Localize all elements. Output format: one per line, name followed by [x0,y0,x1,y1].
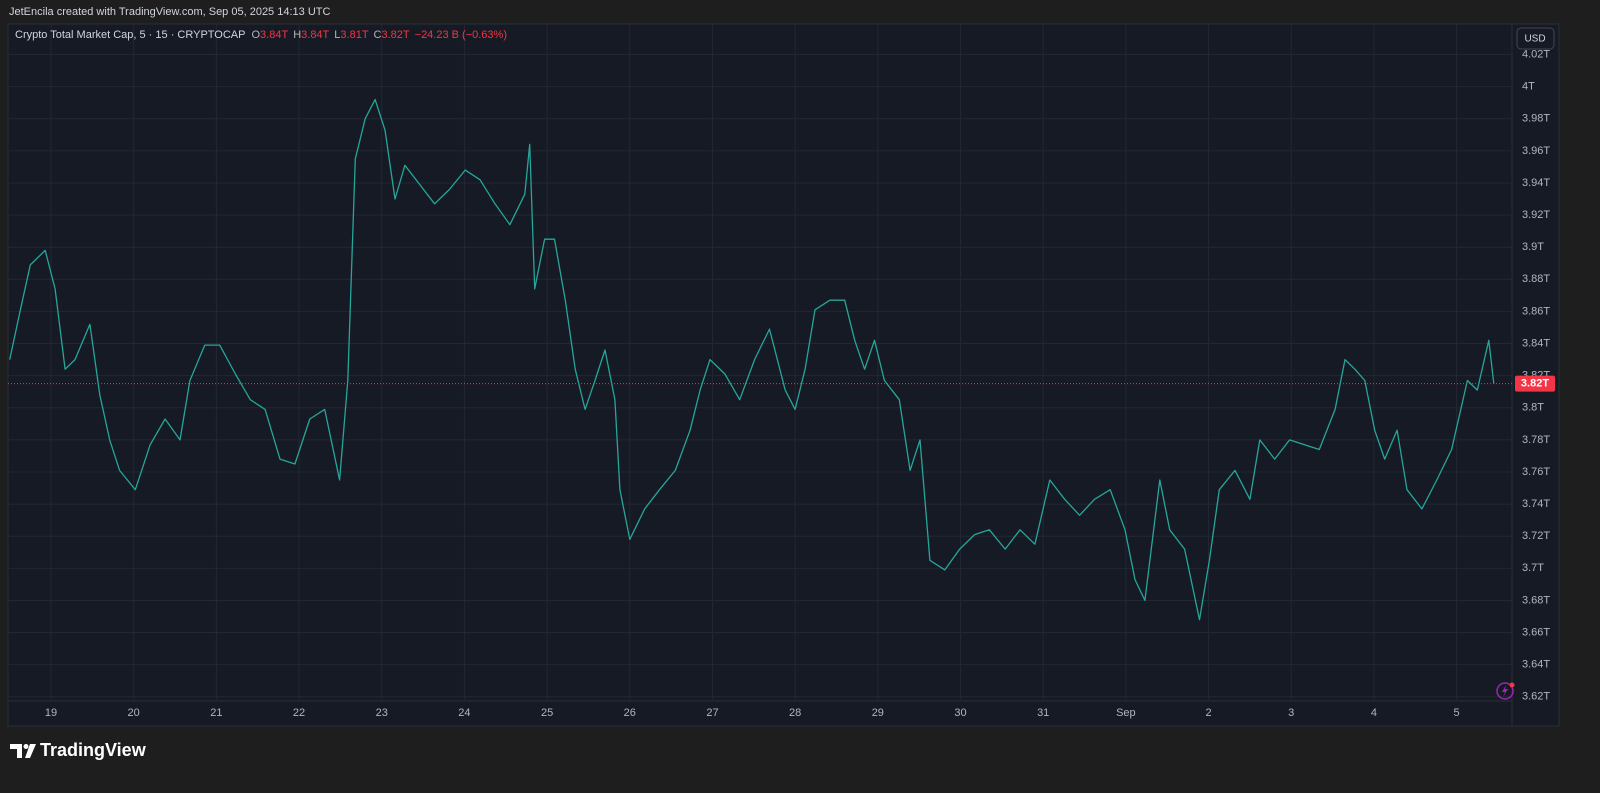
x-tick-label: 4 [1371,707,1377,719]
x-tick-label: Sep [1116,707,1136,719]
y-tick-label: 3.74T [1522,498,1550,510]
y-tick-label: 3.72T [1522,530,1550,542]
y-tick-label: 3.92T [1522,209,1550,221]
y-tick-label: 3.94T [1522,177,1550,189]
last-price-box [1515,375,1555,392]
y-tick-label: 3.9T [1522,241,1544,253]
x-tick-label: 19 [45,707,57,719]
legend-close-label: C [374,29,382,41]
y-tick-label: 3.84T [1522,337,1550,349]
x-tick-label: 29 [872,707,884,719]
legend-close: 3.82T [382,29,410,41]
legend-low: 3.81T [340,29,368,41]
y-tick-label: 3.88T [1522,273,1550,285]
x-tick-label: 31 [1037,707,1049,719]
x-tick-label: 20 [128,707,140,719]
y-tick-label: 4T [1522,81,1535,93]
x-tick-label: 3 [1288,707,1294,719]
currency-label[interactable]: USD [1524,34,1545,45]
currency-button[interactable] [1516,27,1555,50]
x-tick-label: 23 [376,707,388,719]
x-tick-label: 26 [624,707,636,719]
brand-logo [10,744,36,758]
y-tick-label: 3.86T [1522,305,1550,317]
credit: JetEncila created with TradingView.com, … [9,6,330,18]
y-tick-label: 4.02T [1522,48,1550,60]
x-tick-label: 27 [706,707,718,719]
x-tick-label: 22 [293,707,305,719]
alert-bolt [1502,685,1508,697]
legend-high: 3.84T [301,29,329,41]
x-tick-label: 21 [210,707,222,719]
y-tick-label: 3.7T [1522,562,1544,574]
y-tick-label: 3.78T [1522,434,1550,446]
grid [8,24,1512,700]
y-tick-label: 3.66T [1522,626,1550,638]
legend-symbol: Crypto Total Market Cap, 5 · 15 · CRYPTO… [15,29,245,41]
legend-open: 3.84T [260,29,288,41]
y-tick-label: 3.98T [1522,113,1550,125]
alert-dot [1509,682,1515,688]
y-tick-label: 3.8T [1522,402,1544,414]
x-tick-label: 28 [789,707,801,719]
x-tick-label: 5 [1454,707,1460,719]
chart-panel [7,23,1560,727]
last-price-label: 3.82T [1521,378,1549,390]
y-tick-label: 3.76T [1522,466,1550,478]
y-tick-label: 3.64T [1522,659,1550,671]
y-tick-label: 3.68T [1522,594,1550,606]
x-tick-label: 30 [954,707,966,719]
legend-change: −24.23 B (−0.63%) [415,29,507,41]
legend-high-label: H [293,29,301,41]
legend-low-label: L [334,29,340,41]
price-line [9,98,1495,621]
plot [8,98,1512,621]
x-tick-label: 25 [541,707,553,719]
legend: Crypto Total Market Cap, 5 · 15 · CRYPTO… [15,29,507,41]
x-tick-label: 2 [1205,707,1211,719]
y-tick-label: 3.96T [1522,145,1550,157]
legend-open-label: O [251,29,260,41]
x-tick-label: 24 [458,707,470,719]
alert-icon[interactable] [1496,682,1514,700]
brand-name: TradingView [40,740,147,760]
y-tick-label: 3.62T [1522,691,1550,703]
